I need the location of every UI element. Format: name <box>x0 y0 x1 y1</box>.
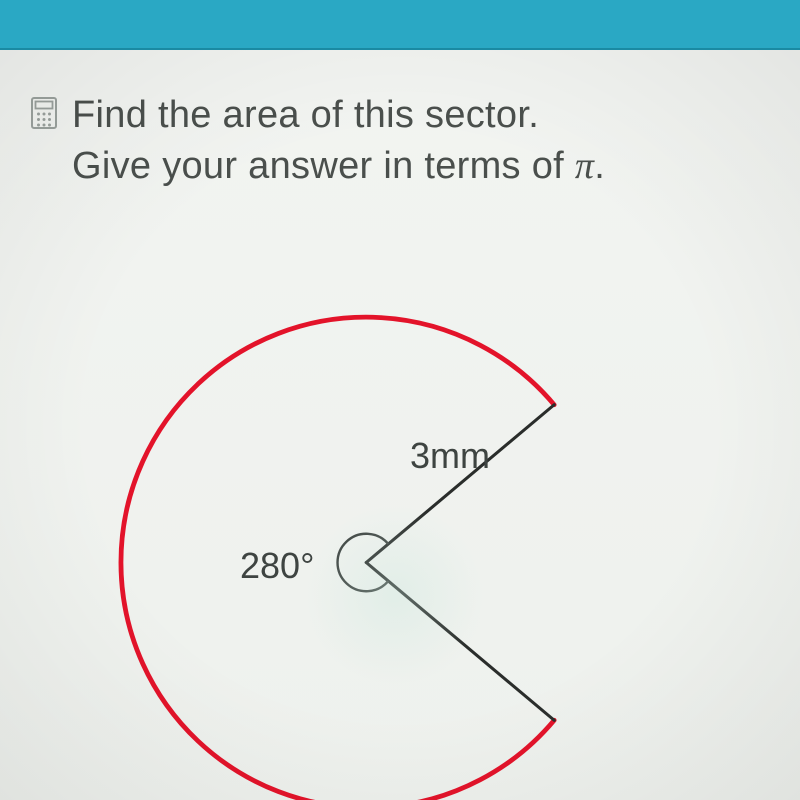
pi-symbol: π <box>575 145 594 187</box>
app-top-bar <box>0 0 800 50</box>
question-text: Find the area of this sector. Give your … <box>72 90 605 193</box>
question-line-1: Find the area of this sector. <box>72 94 539 136</box>
question-panel: Find the area of this sector. Give your … <box>0 50 800 800</box>
question-block: Find the area of this sector. Give your … <box>30 90 770 193</box>
angle-label: 280° <box>240 545 314 587</box>
question-line-2-b: . <box>594 145 605 187</box>
glow-spot <box>305 505 485 685</box>
question-line-2-a: Give your answer in terms of <box>72 145 575 187</box>
radius-label: 3mm <box>410 435 490 477</box>
sector-figure: 3mm 280° <box>95 275 695 800</box>
calculator-icon <box>30 96 58 130</box>
